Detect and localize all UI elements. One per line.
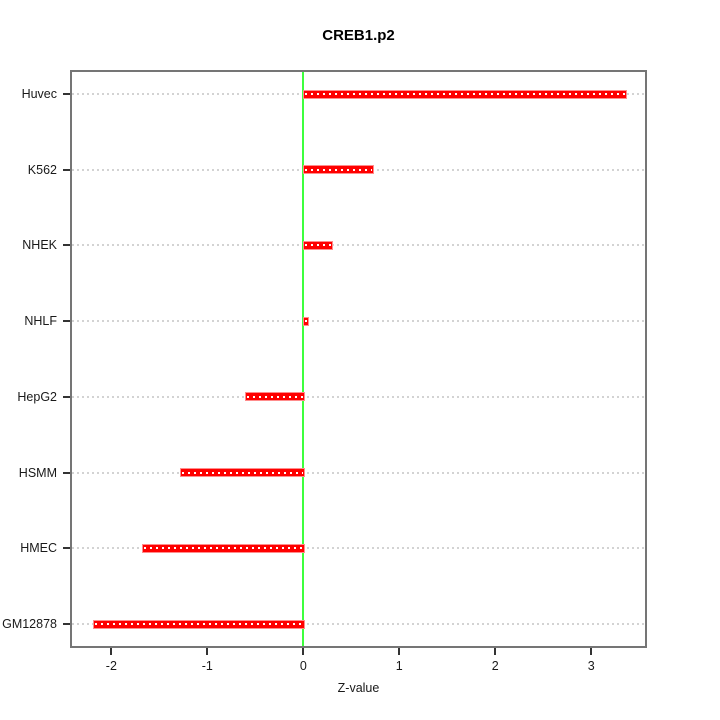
y-axis-tick	[63, 623, 70, 625]
bar	[303, 89, 627, 99]
category-label: NHLF	[24, 314, 57, 329]
bar	[93, 619, 306, 629]
bar-dash-pattern	[182, 471, 304, 474]
category-label: HMEC	[20, 541, 57, 556]
bar	[244, 392, 306, 402]
x-tick-label: 2	[491, 659, 499, 673]
gridline	[72, 623, 645, 625]
x-tick-label: -1	[201, 659, 213, 673]
bar	[180, 468, 306, 478]
category-label: NHEK	[22, 238, 57, 253]
bar-dash-pattern	[305, 320, 308, 323]
x-axis-tick	[302, 648, 305, 655]
x-axis-label: Z-value	[337, 681, 380, 695]
x-axis-tick	[494, 648, 497, 655]
x-tick-label: -2	[105, 659, 117, 673]
bar	[303, 316, 310, 326]
x-axis-tick	[206, 648, 209, 655]
y-axis-tick	[63, 244, 70, 247]
category-label: HepG2	[17, 389, 57, 404]
bar-dash-pattern	[305, 244, 332, 247]
bar-dash-pattern	[144, 547, 304, 550]
category-label: K562	[27, 162, 57, 177]
y-axis-tick	[63, 320, 70, 323]
gridline	[72, 547, 645, 550]
gridline	[72, 244, 645, 247]
y-axis-tick	[63, 168, 70, 171]
gridline	[72, 320, 645, 323]
x-axis-tick	[398, 648, 401, 655]
bar	[142, 543, 306, 553]
gridline	[72, 471, 645, 474]
y-axis-tick	[63, 395, 70, 398]
x-tick-label: 3	[587, 659, 595, 673]
category-label: Huvec	[21, 87, 57, 101]
bar-dash-pattern	[246, 395, 304, 398]
y-axis-tick	[63, 547, 70, 550]
x-axis-tick	[590, 648, 593, 655]
category-label: HSMM	[18, 465, 57, 480]
zero-line	[302, 72, 305, 646]
bar-dash-pattern	[305, 93, 625, 95]
gridline	[72, 395, 645, 398]
plot-area: Huvec K562 NHEK NHLF HepG2 HSMM HMEC GM12878 -2 -…	[2, 70, 647, 673]
bar-dash-pattern	[95, 623, 304, 625]
bar	[303, 240, 334, 250]
x-tick-label: 1	[395, 659, 403, 673]
bar-dash-pattern	[305, 168, 373, 171]
y-axis-tick	[63, 93, 70, 95]
bar	[303, 165, 375, 175]
chart-title: CREB1.p2	[322, 27, 395, 44]
x-axis-tick	[110, 648, 113, 655]
category-label: GM12878	[2, 617, 57, 631]
y-axis-tick	[63, 471, 70, 474]
x-tick-label: 0	[299, 659, 307, 673]
